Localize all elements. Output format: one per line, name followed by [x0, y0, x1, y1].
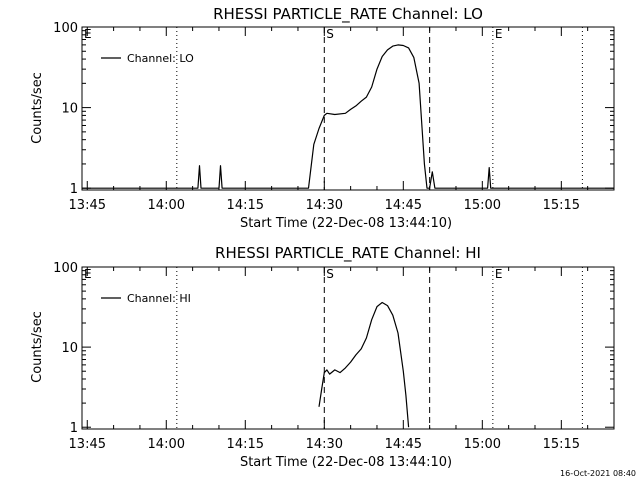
x-tick-label: 15:00 — [464, 198, 501, 213]
chart-panel-lo: RHESSI PARTICLE_RATE Channel: LO Counts/… — [30, 5, 615, 231]
x-tick-label: 14:30 — [306, 437, 343, 452]
chart-title: RHESSI PARTICLE_RATE Channel: HI — [215, 244, 481, 263]
x-axis-label: Start Time (22-Dec-08 13:44:10) — [240, 216, 452, 231]
footer-timestamp: 16-Oct-2021 08:40 — [560, 469, 636, 478]
x-tick-label: 14:15 — [227, 437, 264, 452]
y-tick-label: 1 — [70, 182, 78, 197]
x-tick-label: 13:45 — [69, 198, 106, 213]
event-marker-label: E — [84, 27, 92, 41]
x-tick-label: 14:00 — [148, 437, 185, 452]
event-marker-label: S — [326, 267, 334, 281]
x-tick-label: 15:15 — [543, 437, 580, 452]
x-tick-label: 15:00 — [464, 437, 501, 452]
y-tick-label: 10 — [61, 102, 78, 117]
x-tick-label: 14:45 — [385, 198, 422, 213]
event-marker-label: S — [326, 27, 334, 41]
y-axis-label: Counts/sec — [30, 72, 45, 144]
x-tick-label: 13:45 — [69, 437, 106, 452]
y-axis-label: Counts/sec — [30, 311, 45, 383]
legend-label: Channel: HI — [127, 292, 191, 305]
plot-frame — [81, 26, 615, 191]
x-tick-label: 15:15 — [543, 198, 580, 213]
y-tick-label: 1 — [70, 421, 78, 436]
event-marker-label: E — [84, 267, 92, 281]
legend-label: Channel: LO — [127, 52, 194, 65]
event-marker-label: E — [495, 27, 503, 41]
x-axis-label: Start Time (22-Dec-08 13:44:10) — [240, 455, 452, 470]
x-tick-label: 14:15 — [227, 198, 264, 213]
chart-title: RHESSI PARTICLE_RATE Channel: LO — [213, 5, 483, 24]
data-series-line — [82, 44, 614, 189]
chart-panel-hi: RHESSI PARTICLE_RATE Channel: HI Counts/… — [30, 244, 615, 470]
y-tick-label: 100 — [53, 21, 78, 36]
x-tick-label: 14:00 — [148, 198, 185, 213]
data-series-line — [318, 301, 410, 428]
y-tick-label: 100 — [53, 261, 78, 276]
x-tick-label: 14:30 — [306, 198, 343, 213]
y-tick-label: 10 — [61, 341, 78, 356]
x-tick-label: 14:45 — [385, 437, 422, 452]
event-marker-label: E — [495, 267, 503, 281]
